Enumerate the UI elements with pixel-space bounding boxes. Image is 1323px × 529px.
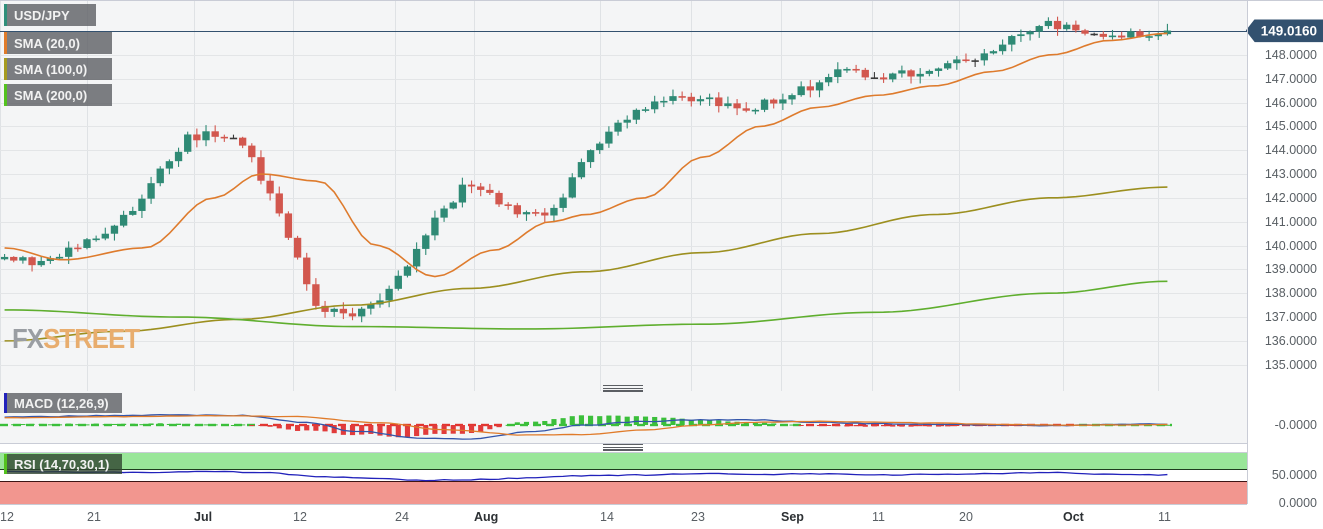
svg-text:FXSTREET: FXSTREET [12, 323, 141, 354]
